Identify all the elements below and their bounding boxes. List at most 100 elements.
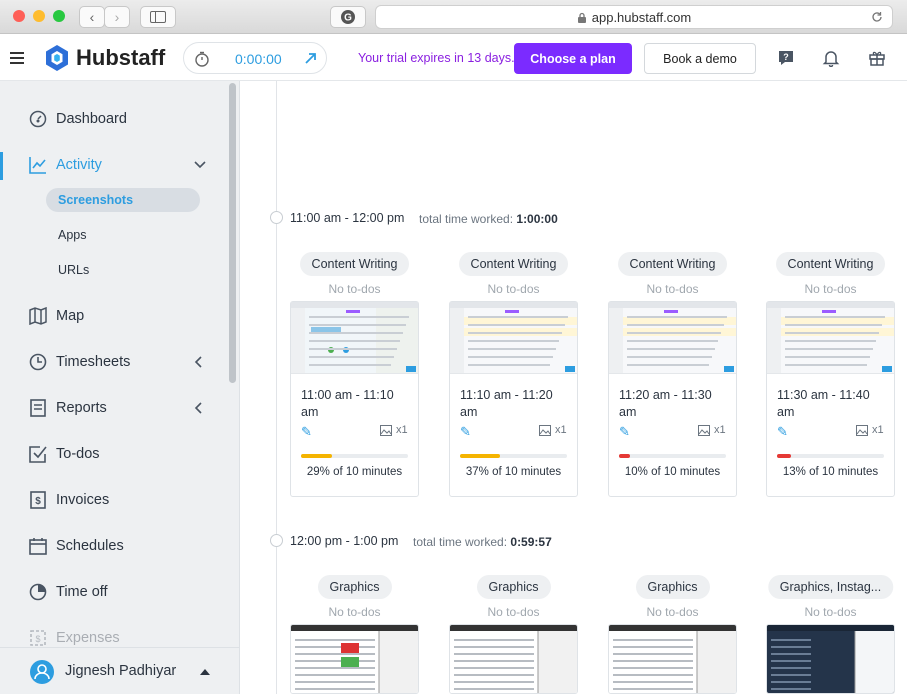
sidebar-item-dashboard[interactable]: Dashboard	[0, 99, 225, 139]
zoom-window-button[interactable]	[53, 10, 65, 22]
project-tag: Graphics, Instag...	[767, 575, 894, 599]
sidebar-item-timesheets[interactable]: Timesheets	[0, 342, 225, 382]
todo-status: No to-dos	[804, 282, 857, 296]
screenshot-thumbnail[interactable]	[608, 624, 737, 694]
map-icon	[29, 307, 47, 325]
project-tag: Content Writing	[775, 252, 886, 276]
sidebar-item-label: Schedules	[56, 538, 124, 554]
timer-value: 0:00:00	[235, 51, 282, 67]
slot-total: total time worked: 1:00:00	[419, 212, 558, 226]
minimize-window-button[interactable]	[33, 10, 45, 22]
screenshot-thumbnail[interactable]	[609, 302, 736, 374]
project-tag: Content Writing	[458, 252, 569, 276]
image-icon[interactable]	[380, 425, 392, 436]
image-icon[interactable]	[856, 425, 868, 436]
active-indicator	[0, 152, 3, 180]
timer-widget[interactable]: 0:00:00	[183, 42, 327, 74]
open-timer-arrow-icon[interactable]	[304, 52, 317, 65]
sidebar-item-todos[interactable]: To-dos	[0, 434, 225, 474]
user-name: Jignesh Padhiyar	[65, 663, 177, 679]
sidebar-toggle-button[interactable]	[140, 6, 176, 28]
project-tag: Content Writing	[299, 252, 410, 276]
sidebar-item-map[interactable]: Map	[0, 296, 225, 336]
gift-icon[interactable]	[868, 49, 886, 67]
screenshot-thumbnail[interactable]	[449, 624, 578, 694]
sidebar-subitem-screenshots[interactable]: Screenshots	[46, 188, 200, 212]
total-value: 0:59:57	[510, 535, 552, 549]
sidebar-scrollbar[interactable]	[229, 83, 236, 383]
brand-name: Hubstaff	[76, 45, 166, 70]
hubstaff-logo-icon	[46, 45, 68, 71]
activity-bar	[301, 454, 408, 458]
todo-status: No to-dos	[804, 605, 857, 619]
report-icon	[30, 399, 46, 417]
todo-status: No to-dos	[487, 605, 540, 619]
svg-text:?: ?	[783, 52, 789, 62]
screenshot-thumbnail[interactable]	[450, 302, 577, 374]
screenshot-thumbnail[interactable]	[767, 302, 894, 374]
user-menu[interactable]: Jignesh Padhiyar	[0, 647, 239, 694]
screenshot-thumbnail[interactable]	[290, 624, 419, 694]
book-demo-button[interactable]: Book a demo	[644, 43, 756, 74]
activity-percent: 29% of 10 minutes	[306, 466, 403, 478]
timeline-line	[276, 81, 277, 694]
bell-icon[interactable]	[822, 49, 840, 67]
image-icon[interactable]	[698, 425, 710, 436]
invoice-dollar-icon: $	[30, 491, 46, 509]
screenshot-tile[interactable]: 11:00 am - 11:10 am ✎ x1 29% of 10 minut…	[290, 301, 419, 497]
chevron-left-icon[interactable]	[194, 356, 202, 368]
chevron-down-icon[interactable]	[194, 161, 206, 169]
screenshot-count: x1	[714, 424, 726, 436]
activity-percent: 10% of 10 minutes	[624, 466, 721, 478]
activity-bar-fill	[619, 454, 630, 458]
todo-status: No to-dos	[328, 605, 381, 619]
caret-up-icon[interactable]	[200, 669, 210, 675]
reload-icon[interactable]	[871, 11, 883, 23]
slot-total: total time worked: 0:59:57	[413, 535, 552, 549]
help-icon[interactable]: ?	[777, 49, 795, 67]
address-bar[interactable]: app.hubstaff.com	[375, 5, 893, 29]
sidebar-item-activity[interactable]: Activity	[0, 145, 225, 185]
sidebar-item-label: Activity	[56, 157, 102, 173]
sidebar-item-reports[interactable]: Reports	[0, 388, 225, 428]
edit-pencil-icon[interactable]: ✎	[777, 424, 788, 439]
sidebar-subitem-urls[interactable]: URLs	[58, 263, 90, 277]
sidebar-item-invoices[interactable]: $ Invoices	[0, 480, 225, 520]
image-icon[interactable]	[539, 425, 551, 436]
clock-icon	[29, 353, 47, 371]
total-value: 1:00:00	[516, 212, 558, 226]
choose-plan-button[interactable]: Choose a plan	[514, 43, 632, 74]
screenshot-tile[interactable]: 11:30 am - 11:40 am ✎ x1 13% of 10 minut…	[766, 301, 895, 497]
hamburger-menu-icon[interactable]	[10, 52, 24, 64]
edit-pencil-icon[interactable]: ✎	[619, 424, 630, 439]
subitem-label: Screenshots	[58, 193, 134, 207]
app-header: Hubstaff 0:00:00 Your trial expires in 1…	[0, 35, 907, 81]
todo-status: No to-dos	[646, 605, 699, 619]
browser-toolbar: ‹ › G app.hubstaff.com	[0, 0, 907, 34]
edit-pencil-icon[interactable]: ✎	[460, 424, 471, 439]
svg-text:G: G	[344, 13, 352, 24]
grammarly-icon: G	[341, 10, 355, 24]
screenshot-tile[interactable]: 11:10 am - 11:20 am ✎ x1 37% of 10 minut…	[449, 301, 578, 497]
chevron-left-icon[interactable]	[194, 402, 202, 414]
screenshot-thumbnail[interactable]	[766, 624, 895, 694]
project-tag: Content Writing	[617, 252, 728, 276]
extension-button[interactable]: G	[330, 6, 366, 28]
project-tag: Graphics	[476, 575, 551, 599]
sidebar-item-expenses[interactable]: $ Expenses	[0, 618, 225, 658]
activity-bar	[460, 454, 567, 458]
time-range: 11:20 am - 11:30 am	[619, 388, 712, 419]
screenshot-thumbnail[interactable]	[291, 302, 418, 374]
screenshot-tile[interactable]: 11:20 am - 11:30 am ✎ x1 10% of 10 minut…	[608, 301, 737, 497]
stopwatch-icon	[195, 51, 209, 67]
sidebar-item-label: Time off	[56, 584, 108, 600]
sidebar-item-schedules[interactable]: Schedules	[0, 526, 225, 566]
sidebar-subitem-apps[interactable]: Apps	[58, 228, 87, 242]
close-window-button[interactable]	[13, 10, 25, 22]
edit-pencil-icon[interactable]: ✎	[301, 424, 312, 439]
activity-bar-fill	[301, 454, 332, 458]
forward-button[interactable]: ›	[104, 6, 130, 28]
chevron-right-icon: ›	[114, 9, 120, 25]
back-button[interactable]: ‹	[79, 6, 105, 28]
sidebar-item-time-off[interactable]: Time off	[0, 572, 225, 612]
